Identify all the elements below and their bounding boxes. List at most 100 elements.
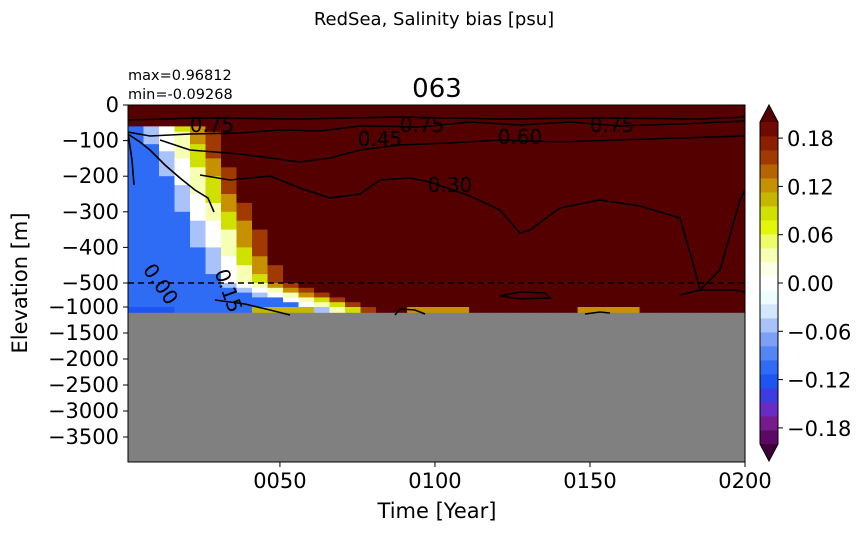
heatmap-cell — [639, 247, 656, 257]
heatmap-cell — [717, 144, 734, 152]
heatmap-cell — [360, 229, 377, 240]
heatmap-cell — [732, 220, 745, 231]
heatmap-cell — [701, 167, 718, 177]
heatmap-cell — [500, 167, 517, 177]
heatmap-cell — [252, 211, 269, 222]
heatmap-cell — [500, 105, 517, 110]
heatmap-cell — [128, 220, 145, 231]
contour-label: 0.30 — [428, 173, 473, 197]
heatmap-cell — [376, 238, 393, 248]
heatmap-cell — [407, 185, 424, 195]
heatmap-cell — [283, 247, 300, 257]
heatmap-cell — [484, 283, 501, 289]
heatmap-cell — [453, 119, 470, 124]
heatmap-cell — [562, 287, 579, 294]
heatmap-cell — [655, 167, 672, 177]
x-tick-label: 0150 — [563, 469, 616, 493]
heatmap-cell — [438, 194, 455, 204]
heatmap-cell — [608, 108, 625, 113]
heatmap-cell — [453, 302, 470, 308]
heatmap-cell — [329, 283, 346, 289]
heatmap-cell — [174, 185, 191, 195]
heatmap-cell — [422, 307, 439, 313]
colorbar-extend-min — [760, 444, 778, 461]
heatmap-cell — [500, 119, 517, 124]
heatmap-cell — [515, 211, 532, 222]
heatmap-cell — [546, 158, 563, 168]
heatmap-cell — [391, 151, 408, 159]
heatmap-cell — [655, 194, 672, 204]
heatmap-cell — [639, 211, 656, 222]
heatmap-cell — [500, 115, 517, 120]
heatmap-cell — [546, 194, 563, 204]
heatmap-cell — [593, 302, 610, 308]
heatmap-cell — [267, 112, 284, 117]
heatmap-cell — [174, 247, 191, 257]
heatmap-cell — [469, 202, 486, 213]
heatmap-cell — [376, 131, 393, 138]
heatmap-cell — [314, 105, 331, 110]
heatmap-cell — [438, 211, 455, 222]
heatmap-cell — [500, 287, 517, 294]
heatmap-cell — [608, 185, 625, 195]
heatmap-cell — [438, 167, 455, 177]
heatmap-cell — [221, 105, 238, 110]
heatmap-cell — [546, 297, 563, 303]
heatmap-cell — [469, 256, 486, 266]
heatmap-cell — [686, 137, 703, 145]
heatmap-cell — [376, 105, 393, 110]
heatmap-cell — [128, 126, 145, 133]
heatmap-cell — [484, 274, 501, 284]
heatmap-cell — [438, 302, 455, 308]
heatmap-cell — [453, 126, 470, 133]
y-tick-label: −2500 — [48, 373, 119, 397]
heatmap-cell — [221, 274, 238, 284]
heatmap-cell — [376, 137, 393, 145]
heatmap-cell — [438, 247, 455, 257]
heatmap-cell — [376, 176, 393, 186]
heatmap-cell — [267, 119, 284, 124]
heatmap-cell — [639, 131, 656, 138]
heatmap-cell — [329, 247, 346, 257]
heatmap-cell — [701, 307, 718, 313]
heatmap-cell — [717, 238, 734, 248]
heatmap-cell — [391, 265, 408, 275]
heatmap-cell — [391, 220, 408, 231]
heatmap-cell — [670, 167, 687, 177]
heatmap-cell — [143, 297, 160, 303]
heatmap-cell — [190, 211, 207, 222]
heatmap-cell — [236, 122, 253, 127]
heatmap-cell — [639, 158, 656, 168]
heatmap-cell — [686, 126, 703, 133]
heatmap-cell — [670, 115, 687, 120]
heatmap-cell — [205, 108, 222, 113]
contour-label: 0.75 — [190, 113, 235, 137]
heatmap-cell — [422, 176, 439, 186]
heatmap-cell — [143, 283, 160, 289]
heatmap-cell — [639, 119, 656, 124]
heatmap-cell — [655, 302, 672, 308]
heatmap-cell — [593, 283, 610, 289]
heatmap-cell — [360, 144, 377, 152]
heatmap-cell — [345, 151, 362, 159]
heatmap-cell — [345, 158, 362, 168]
heatmap-cell — [314, 108, 331, 113]
heatmap-cell — [453, 105, 470, 110]
heatmap-cell — [236, 137, 253, 145]
heatmap-cell — [608, 302, 625, 308]
heatmap-cell — [593, 126, 610, 133]
heatmap-cell — [562, 283, 579, 289]
heatmap-cell — [298, 297, 315, 303]
heatmap-cell — [159, 297, 176, 303]
heatmap-cell — [283, 115, 300, 120]
heatmap-cell — [438, 202, 455, 213]
heatmap-cell — [221, 292, 238, 298]
heatmap-cell — [391, 302, 408, 308]
heatmap-cell — [360, 238, 377, 248]
heatmap-cell — [190, 247, 207, 257]
heatmap-cell — [128, 137, 145, 145]
heatmap-cell — [128, 283, 145, 289]
heatmap-cell — [143, 307, 160, 313]
heatmap-cell — [515, 283, 532, 289]
